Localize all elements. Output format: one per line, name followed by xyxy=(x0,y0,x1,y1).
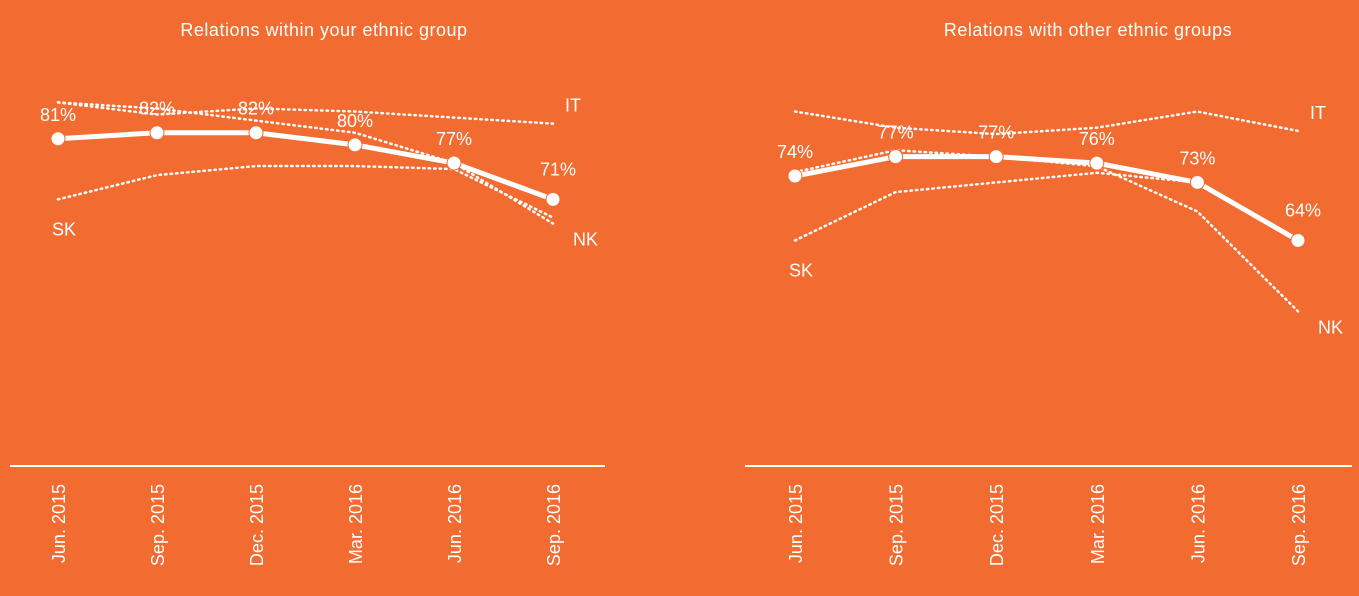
series-label: IT xyxy=(1310,103,1326,123)
dotted-line xyxy=(56,164,555,219)
value-label: 77% xyxy=(878,123,914,143)
series-label: NK xyxy=(573,230,598,250)
value-label: 71% xyxy=(540,159,576,179)
x-tick-label: Mar. 2016 xyxy=(346,484,366,564)
x-tick-label: Jun. 2015 xyxy=(49,484,69,563)
point xyxy=(446,155,462,171)
value-label: 80% xyxy=(337,111,373,131)
x-tick-label: Sep. 2015 xyxy=(887,484,907,566)
point xyxy=(787,168,803,184)
x-tick-label: Dec. 2015 xyxy=(247,484,267,566)
point xyxy=(545,191,561,207)
dotted-line xyxy=(793,110,1300,136)
x-tick-label: Sep. 2016 xyxy=(1289,484,1309,566)
value-label: 82% xyxy=(238,99,274,119)
value-label: 77% xyxy=(436,129,472,149)
x-tick-label: Jun. 2016 xyxy=(1188,484,1208,563)
main-line xyxy=(792,154,1301,243)
series-label: IT xyxy=(565,96,581,116)
point xyxy=(1189,174,1205,190)
series-label: NK xyxy=(1318,317,1343,337)
dotted-line xyxy=(56,101,555,125)
x-tick-label: Jun. 2016 xyxy=(445,484,465,563)
x-tick-label: Dec. 2015 xyxy=(987,484,1007,566)
x-tick-label: Sep. 2016 xyxy=(544,484,564,566)
point xyxy=(888,149,904,165)
main-line xyxy=(55,130,556,202)
value-label: 81% xyxy=(40,105,76,125)
point xyxy=(1089,155,1105,171)
series-label: SK xyxy=(789,260,813,280)
point xyxy=(248,125,264,141)
series-label: SK xyxy=(52,219,76,239)
point xyxy=(1290,232,1306,248)
chart-title: Relations within your ethnic group xyxy=(180,20,467,40)
x-tick-label: Jun. 2015 xyxy=(786,484,806,563)
value-label: 74% xyxy=(777,142,813,162)
value-label: 82% xyxy=(139,99,175,119)
value-label: 64% xyxy=(1285,200,1321,220)
point xyxy=(149,125,165,141)
value-label: 73% xyxy=(1179,148,1215,168)
chart-title: Relations with other ethnic groups xyxy=(944,20,1232,40)
value-label: 76% xyxy=(1079,129,1115,149)
value-label: 77% xyxy=(978,123,1014,143)
dotted-line xyxy=(56,101,555,225)
point xyxy=(50,131,66,147)
point xyxy=(988,149,1004,165)
point xyxy=(347,137,363,153)
x-tick-label: Mar. 2016 xyxy=(1088,484,1108,564)
x-tick-label: Sep. 2015 xyxy=(148,484,168,566)
